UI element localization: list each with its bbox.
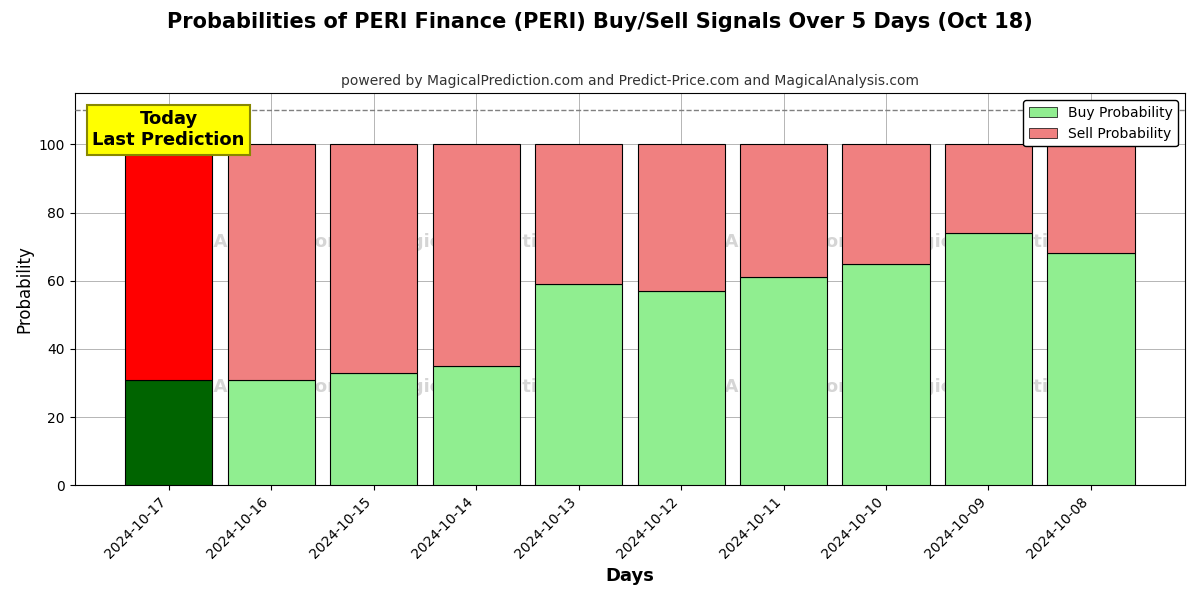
Text: MagicalPrediction.com: MagicalPrediction.com [382, 378, 611, 396]
Bar [1048, 253, 1134, 485]
Bar [842, 145, 930, 263]
Bar [1048, 145, 1134, 253]
Text: MagicalAnalysis.com: MagicalAnalysis.com [137, 233, 346, 251]
Bar [330, 373, 418, 485]
Text: MagicalPrediction.com: MagicalPrediction.com [382, 233, 611, 251]
Text: MagicalAnalysis.com: MagicalAnalysis.com [647, 378, 857, 396]
Bar [740, 277, 827, 485]
Text: Today
Last Prediction: Today Last Prediction [92, 110, 245, 149]
Bar [125, 145, 212, 380]
Y-axis label: Probability: Probability [16, 245, 34, 333]
Text: MagicalPrediction.com: MagicalPrediction.com [893, 233, 1122, 251]
Bar [432, 145, 520, 366]
Bar [228, 145, 314, 380]
Bar [637, 145, 725, 291]
Bar [330, 145, 418, 373]
Bar [944, 145, 1032, 233]
Bar [535, 145, 622, 284]
Bar [740, 145, 827, 277]
Text: Probabilities of PERI Finance (PERI) Buy/Sell Signals Over 5 Days (Oct 18): Probabilities of PERI Finance (PERI) Buy… [167, 12, 1033, 32]
Bar [228, 380, 314, 485]
Legend: Buy Probability, Sell Probability: Buy Probability, Sell Probability [1024, 100, 1178, 146]
X-axis label: Days: Days [605, 567, 654, 585]
Bar [535, 284, 622, 485]
Title: powered by MagicalPrediction.com and Predict-Price.com and MagicalAnalysis.com: powered by MagicalPrediction.com and Pre… [341, 74, 919, 88]
Bar [432, 366, 520, 485]
Bar [125, 380, 212, 485]
Bar [842, 263, 930, 485]
Bar [944, 233, 1032, 485]
Text: MagicalPrediction.com: MagicalPrediction.com [893, 378, 1122, 396]
Text: MagicalAnalysis.com: MagicalAnalysis.com [137, 378, 346, 396]
Bar [637, 291, 725, 485]
Text: MagicalAnalysis.com: MagicalAnalysis.com [647, 233, 857, 251]
